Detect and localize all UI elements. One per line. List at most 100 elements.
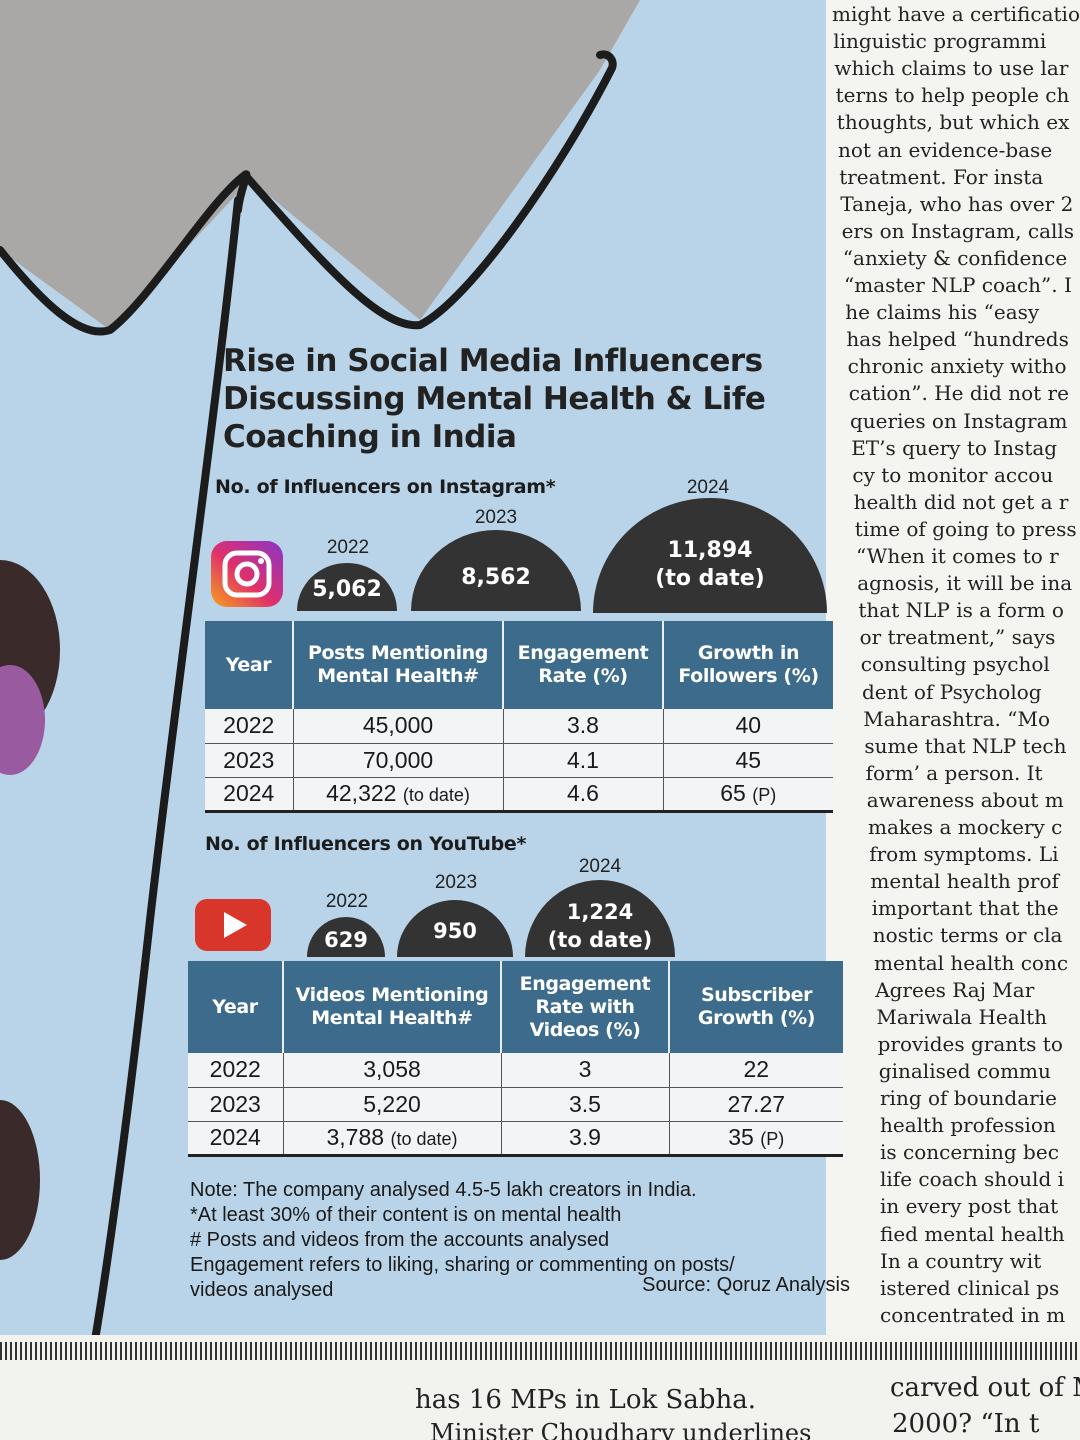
article-line: agnosis, it will be ina [857,571,1073,596]
cell-year: 2024 [188,1121,284,1157]
article-line: not an evidence-base [838,137,1053,162]
dome-value: 11,894 [667,537,753,563]
cell-videos: 5,220 [283,1087,502,1122]
dome-value: 5,062 [312,577,382,602]
table-row: 2024 3,788 (to date) 3.9 35 (P) [188,1121,843,1157]
youtube-dome-bar: 950 [397,900,513,957]
instagram-dome-bar: 11,894 (to date) [593,498,827,613]
article-line: queries on Instagram [850,408,1068,433]
article-line: in every post that [880,1194,1059,1219]
cell-engagement: 3.9 [501,1121,670,1157]
article-line: treatment. For insta [839,164,1044,189]
article-line: istered clinical ps [880,1275,1060,1300]
cell-year: 2023 [188,1087,284,1122]
article-line: thoughts, but which ex [836,110,1070,135]
cell-posts: 42,322 (to date) [293,777,504,813]
table-row: 2022 45,000 3.8 40 [205,709,833,744]
dome-value: 950 [433,918,477,943]
article-line: chronic anxiety witho [847,354,1067,379]
cell-growth: 45 [663,743,833,778]
strip-text-right-2: 2000? “In t [892,1409,1040,1439]
article-line: health did not get a r [853,489,1069,514]
article-line: or treatment,” says [859,625,1056,650]
article-line: he claims his “easy [845,300,1040,325]
instagram-dome-bar: 8,562 [411,530,581,611]
cell-engagement: 3 [501,1053,670,1088]
article-line: Mariwala Health [876,1004,1047,1029]
table-row: 2023 5,220 3.5 27.27 [188,1087,843,1122]
dome-note: (to date) [547,927,653,952]
article-line: form’ a person. It [865,760,1043,785]
article-line: Maharashtra. “Mo [863,706,1051,731]
article-line: sume that NLP tech [864,733,1067,758]
infographic-notes: Note: The company analysed 4.5-5 lakh cr… [190,1178,850,1303]
article-line: provides grants to [877,1031,1063,1056]
note-line: Engagement refers to liking, sharing or … [190,1254,735,1276]
article-line: fied mental health [880,1221,1065,1246]
cell-year: 2022 [188,1053,284,1088]
article-line: linguistic programmi [833,29,1047,54]
table-row: 2023 70,000 4.1 45 [205,743,833,778]
infographic-title: Rise in Social Media Influencers Discuss… [223,343,766,455]
cell-growth: 65 (P) [663,777,833,813]
article-line: “anxiety & confidence [842,245,1068,270]
cell-posts: 70,000 [293,743,504,778]
article-line: In a country wit [880,1248,1042,1273]
cell-year: 2024 [205,777,294,813]
cell-videos: 3,788 (to date) [283,1121,502,1157]
instagram-dome-year: 2024 [686,477,730,498]
cell-growth: 35 (P) [669,1121,843,1157]
table-header: Year [205,621,294,709]
instagram-section-label: No. of Influencers on Instagram* [215,476,556,498]
note-line: Note: The company analysed 4.5-5 lakh cr… [190,1179,697,1201]
article-line: nostic terms or cla [872,923,1063,948]
youtube-icon [195,899,271,951]
article-line: important that the [871,896,1059,921]
article-line: life coach should i [880,1167,1065,1192]
article-line: time of going to press [854,516,1077,541]
strip-text-left-2: Minister Choudhary underlines [430,1419,812,1440]
cell-engagement: 3.8 [503,709,664,744]
divider-rule [0,1342,1080,1360]
infographic-panel: Rise in Social Media Influencers Discuss… [185,320,850,1320]
table-header: Engagement Rate (%) [503,621,664,709]
article-line: that NLP is a form o [858,598,1064,623]
article-line: awareness about m [866,787,1064,812]
article-line: cy to monitor accou [852,462,1054,487]
article-line: dent of Psycholog [862,679,1042,704]
youtube-dome-bar: 629 [307,917,385,957]
article-line: concentrated in m [880,1302,1066,1327]
article-line: consulting psychol [860,652,1050,677]
youtube-dome-year: 2022 [325,891,369,912]
cell-engagement: 4.6 [503,777,664,813]
cell-year: 2023 [205,743,294,778]
article-line: from symptoms. Li [869,842,1059,867]
article-line: Agrees Raj Mar [875,977,1035,1002]
table-header: Year [188,961,284,1053]
article-line: might have a certificatio [832,2,1080,26]
article-line: cation”. He did not re [848,381,1069,406]
article-line: is concerning bec [880,1140,1059,1165]
table-header: Videos Mentioning Mental Health# [283,961,502,1053]
table-header: Engagement Rate with Videos (%) [501,961,670,1053]
instagram-dome-bar: 5,062 [297,563,397,611]
article-line: which claims to use lar [834,56,1069,81]
article-line: ring of boundarie [880,1086,1057,1110]
strip-text-left: has 16 MPs in Lok Sabha. [415,1385,756,1415]
cell-growth: 27.27 [669,1087,843,1122]
dome-value: 1,224 [566,899,634,924]
cell-growth: 22 [669,1053,843,1088]
article-line: has helped “hundreds [846,327,1069,352]
youtube-dome-year: 2023 [434,872,478,893]
table-header: Subscriber Growth (%) [669,961,843,1053]
instagram-dome-year: 2022 [326,537,370,558]
table-row: 2024 42,322 (to date) 4.6 65 (P) [205,777,833,813]
article-line: ers on Instagram, calls [841,218,1075,243]
note-line: # Posts and videos from the accounts ana… [190,1229,610,1251]
cell-posts: 45,000 [293,709,504,744]
cell-growth: 40 [663,709,833,744]
note-line: videos analysed [190,1279,334,1301]
article-line: ginalised commu [878,1058,1051,1083]
article-line: makes a mockery c [868,815,1063,839]
table-header: Growth in Followers (%) [663,621,833,709]
